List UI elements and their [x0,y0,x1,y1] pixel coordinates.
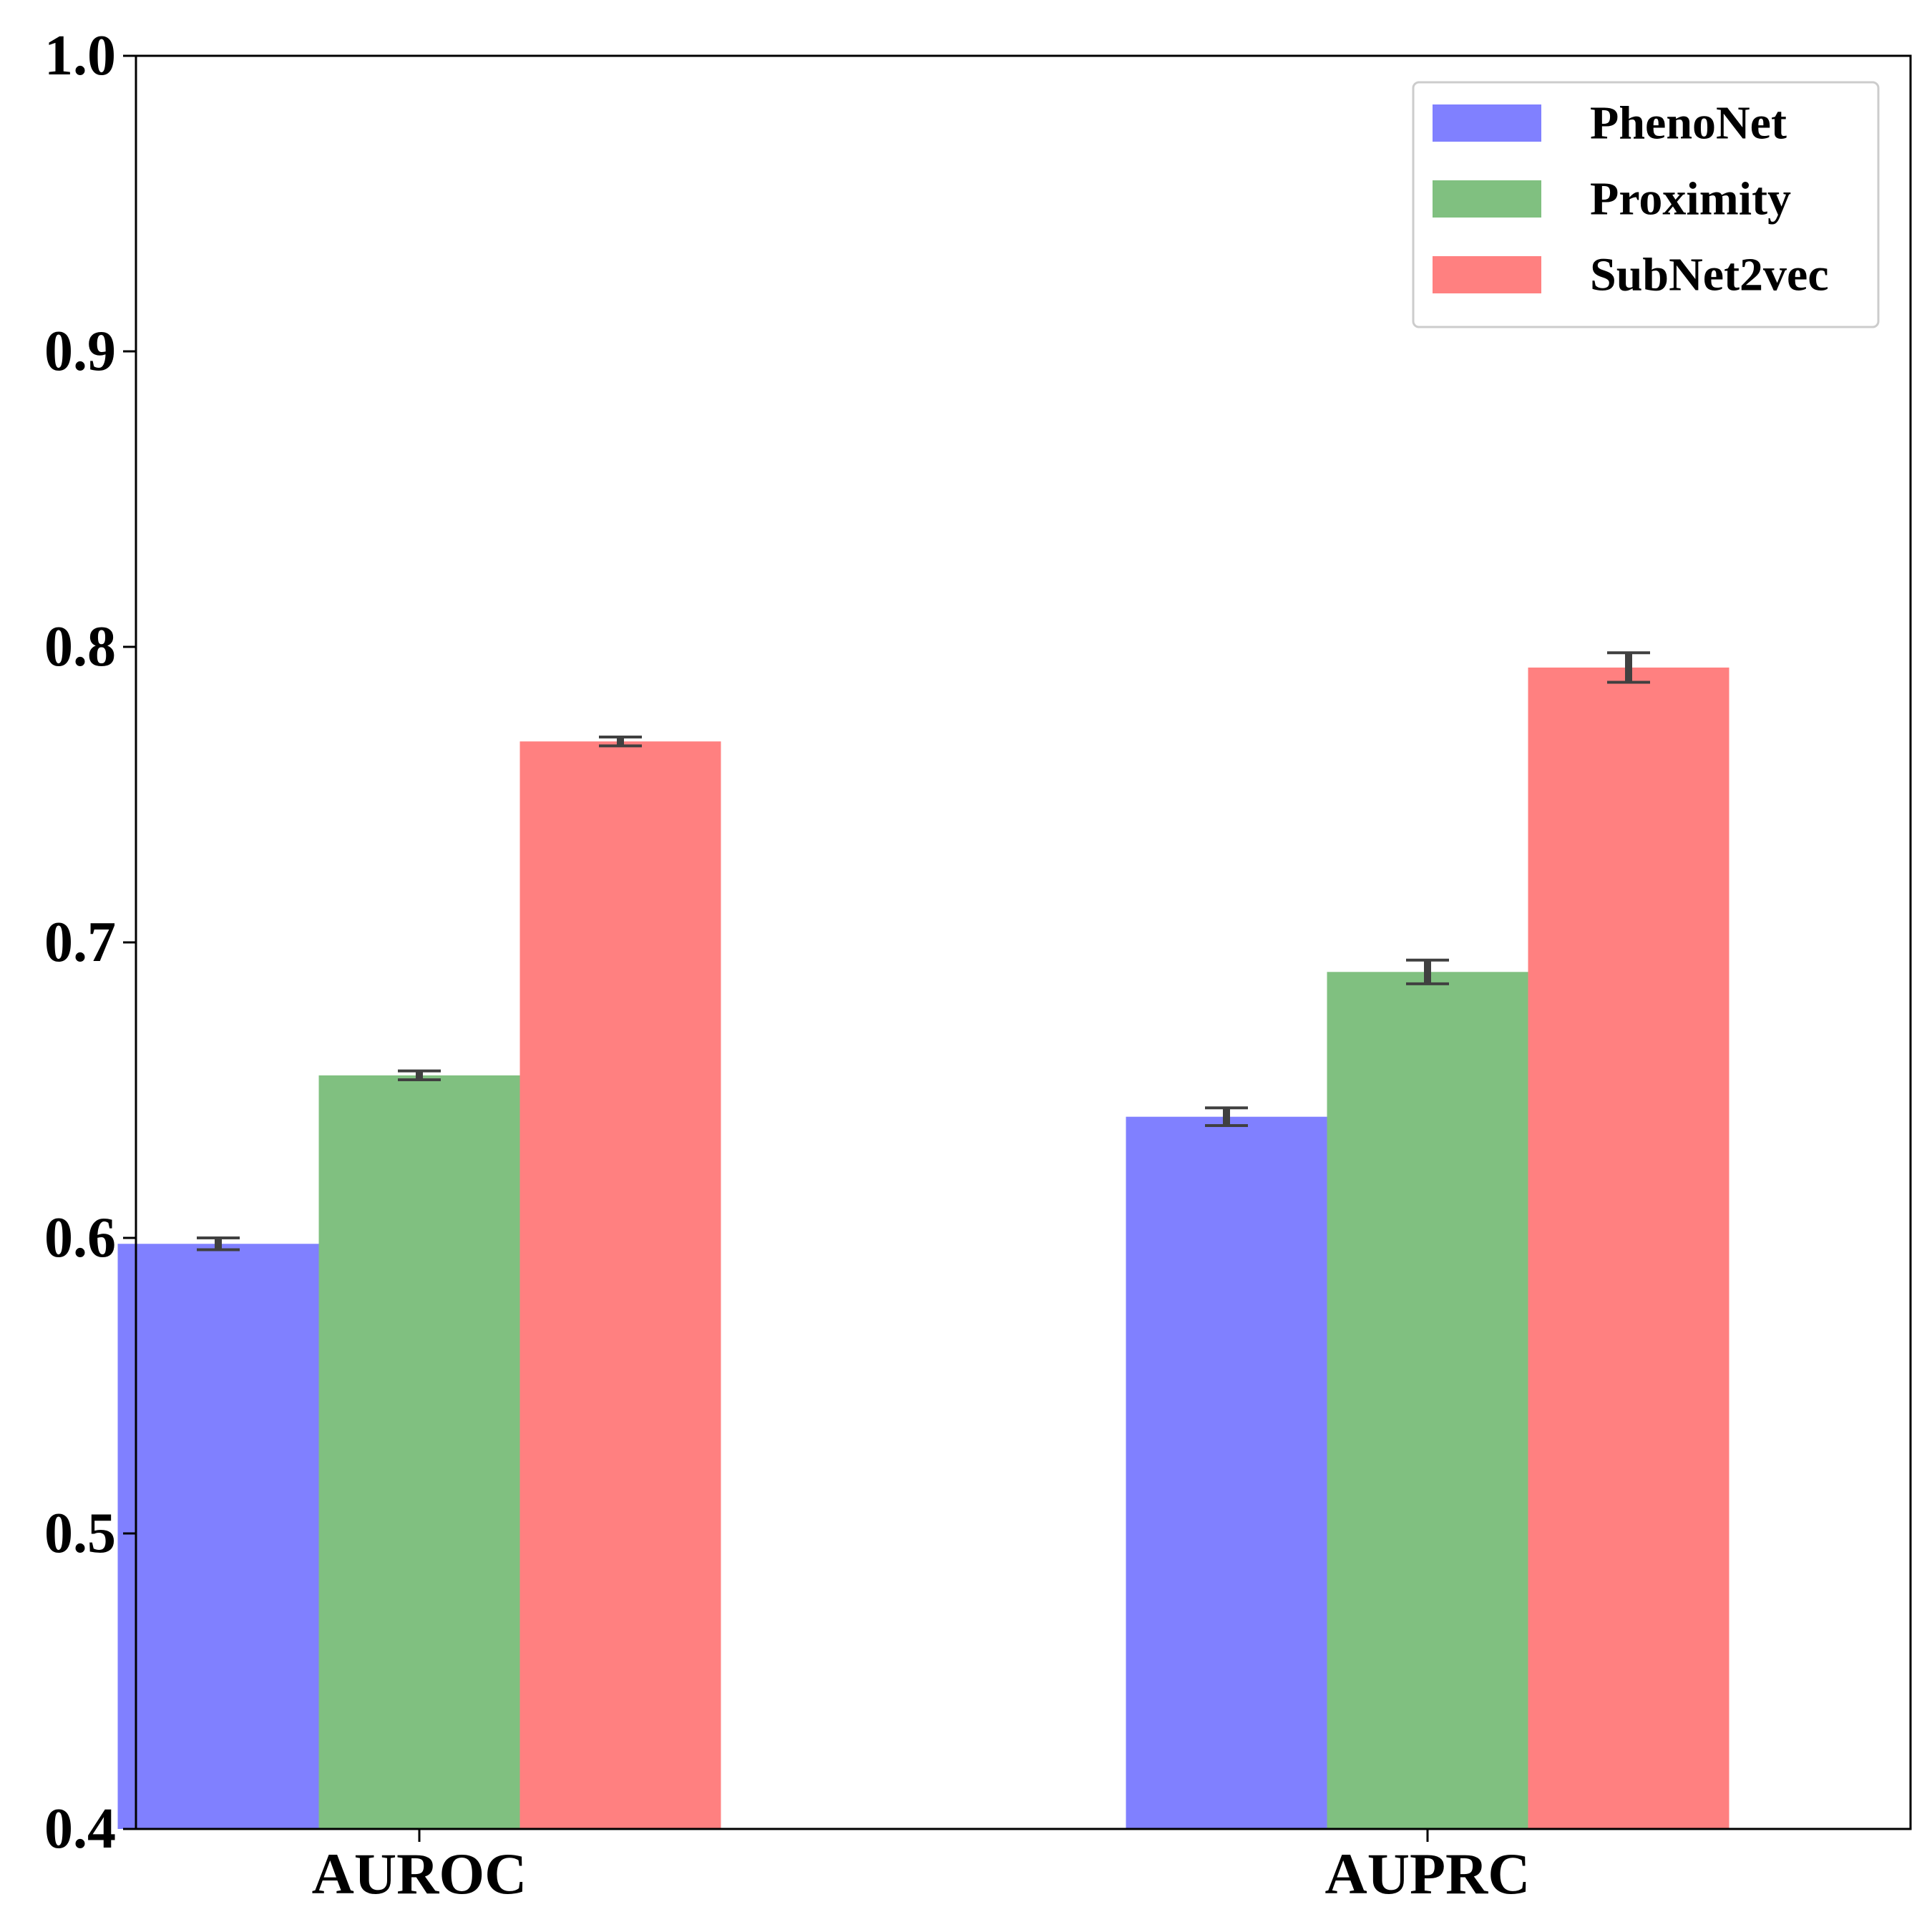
legend-label-subnet2vec: SubNet2vec [1590,249,1829,301]
legend: PhenoNet Proximity SubNet2vec [1412,81,1880,328]
x-tick-label-auprc: AUPRC [1325,1841,1531,1906]
bar-subnet2vec-auroc [519,741,721,1829]
y-tick-label: 0.7 [44,911,116,974]
bar-subnet2vec-auprc [1528,667,1729,1830]
bars-layer [117,667,1729,1830]
legend-swatch-proximity [1433,180,1541,218]
y-tick-label: 0.9 [44,320,116,383]
legend-swatch-phenonet [1433,104,1541,142]
x-tick-label-auroc: AUROC [312,1841,527,1906]
bar-proximity-auroc [318,1075,520,1829]
y-tick-label: 0.6 [44,1206,116,1269]
y-tick-label: 0.5 [44,1502,116,1565]
y-tick-label: 0.4 [44,1797,116,1860]
y-tick-label: 0.8 [44,615,116,678]
bar-proximity-auprc [1327,972,1528,1829]
bar-phenonet-auroc [117,1244,319,1829]
error-bars-layer [197,651,1650,1252]
y-axis: 0.4 0.5 0.6 0.7 0.8 0.9 1.0 [44,24,136,1860]
x-axis: AUROC AUPRC [312,1829,1531,1906]
legend-label-phenonet: PhenoNet [1590,97,1787,150]
y-tick-label: 1.0 [44,24,116,87]
legend-label-proximity: Proximity [1590,173,1791,225]
legend-swatch-subnet2vec [1433,256,1541,293]
bar-phenonet-auprc [1126,1116,1327,1829]
